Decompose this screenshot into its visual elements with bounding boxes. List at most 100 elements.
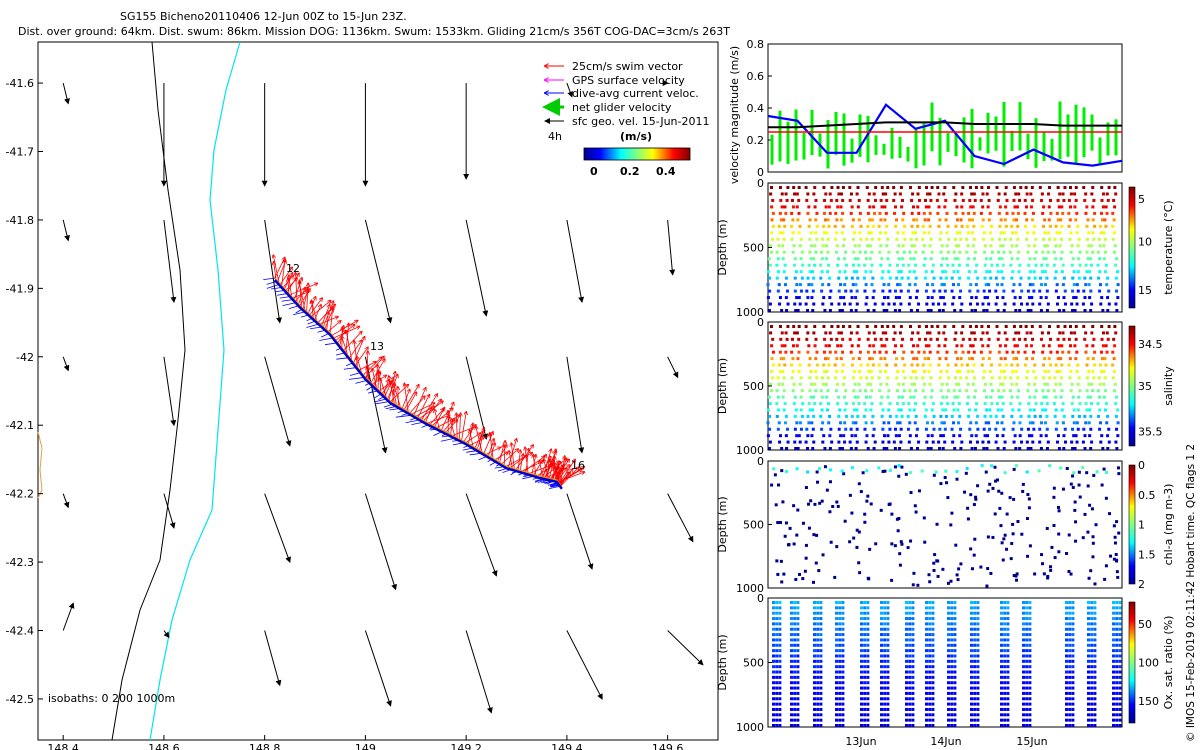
salinity-sample: [858, 369, 862, 373]
salinity-sample: [885, 337, 889, 341]
salinity-sample: [1040, 331, 1044, 335]
oxygen-sample: [1003, 627, 1007, 631]
salinity-sample: [961, 337, 965, 341]
salinity-sample: [971, 344, 975, 348]
salinity-sample: [1058, 331, 1062, 335]
oxygen-sample: [1028, 638, 1032, 642]
temperature-sample: [926, 296, 930, 300]
oxygen-sample: [1000, 638, 1003, 642]
salinity-sample: [809, 395, 813, 399]
oxygen-sample: [1025, 691, 1029, 695]
temperature-sample: [1061, 211, 1065, 215]
salinity-sample: [975, 402, 979, 406]
salinity-sample: [1102, 369, 1106, 373]
swim-vector-arrow: [289, 275, 292, 297]
salinity-sample: [895, 376, 899, 380]
chla-sample: [815, 533, 819, 537]
salinity-sample: [806, 350, 810, 354]
salinity-sample: [879, 357, 883, 361]
oxygen-sample: [775, 702, 779, 706]
oxygen-sample: [835, 675, 838, 679]
oxygen-sample: [1068, 665, 1072, 669]
oxygen-sample: [1022, 675, 1025, 679]
salinity-sample: [1056, 325, 1060, 328]
temperature-sample: [812, 192, 816, 196]
temperature-colorbar: [1128, 186, 1136, 309]
salinity-sample: [873, 350, 877, 354]
chla-sample: [922, 516, 926, 520]
oxygen-sample: [1022, 686, 1025, 690]
oxygen-sample: [866, 617, 870, 621]
salinity-sample: [958, 389, 962, 393]
oxygen-sample: [947, 686, 950, 690]
salinity-sample: [893, 427, 897, 431]
salinity-sample: [1112, 369, 1116, 373]
oxygen-sample: [976, 649, 980, 653]
swim-vector-arrow: [357, 357, 362, 373]
oxygen-sample: [775, 713, 779, 717]
temperature-sample: [901, 263, 905, 267]
temperature-sample: [877, 224, 881, 228]
oxygen-sample: [886, 707, 890, 711]
salinity-sample: [835, 382, 839, 386]
oxygen-sample: [976, 611, 980, 615]
salinity-sample: [955, 357, 959, 361]
oxygen-sample: [911, 606, 915, 610]
oxygen-sample: [1115, 675, 1119, 679]
salinity-sample: [958, 434, 962, 438]
salinity-sample: [892, 337, 896, 341]
temperature-sample: [939, 263, 943, 267]
temperature-sample: [879, 218, 883, 222]
chla-sample: [945, 481, 949, 485]
temperature-sample: [970, 218, 974, 222]
salinity-sample: [944, 357, 948, 361]
oxygen-sample: [886, 601, 890, 604]
temperature-sample: [1049, 198, 1053, 202]
temperature-sample: [1032, 231, 1036, 235]
temperature-sample: [930, 186, 934, 189]
chla-sample: [821, 553, 825, 557]
salinity-sample: [775, 402, 779, 406]
salinity-sample: [1041, 408, 1045, 412]
temperature-sample: [841, 198, 845, 202]
salinity-sample: [901, 357, 905, 361]
temperature-sample: [939, 231, 943, 235]
temperature-sample: [781, 244, 785, 248]
temperature-sample: [973, 257, 977, 261]
temperature-sample: [815, 237, 819, 241]
swim-vector-arrow: [499, 445, 504, 463]
temperature-sample: [885, 198, 889, 202]
chla-sample: [1065, 552, 1069, 556]
oxygen-sample: [970, 707, 973, 711]
temperature-sample: [866, 224, 870, 228]
oxygen-sample: [1071, 675, 1075, 679]
salinity-sample: [1056, 357, 1060, 361]
velocity-y-tick-label: 0: [757, 166, 764, 179]
oxygen-sample: [863, 686, 867, 690]
salinity-sample: [822, 434, 826, 438]
chla-sample: [843, 519, 847, 523]
chla-surface-sample: [772, 467, 776, 471]
chla-sample: [1005, 547, 1009, 551]
oxygen-sample: [772, 606, 775, 610]
oxygen-sample: [1071, 649, 1075, 653]
oxygen-sample: [1071, 617, 1075, 621]
oxygen-sample: [880, 638, 883, 642]
oxygen-sample: [883, 686, 887, 690]
salinity-sample: [1098, 408, 1102, 412]
salinity-sample: [1098, 363, 1102, 367]
oxygen-sample: [1115, 670, 1119, 674]
salinity-sample: [1020, 440, 1024, 444]
temperature-sample: [1012, 283, 1016, 287]
chla-sample: [1021, 482, 1025, 486]
temperature-sample: [1040, 263, 1044, 267]
temperature-sample: [1087, 283, 1091, 287]
salinity-sample: [850, 414, 854, 418]
temperature-sample: [1104, 250, 1108, 254]
salinity-sample: [1062, 434, 1066, 438]
salinity-sample: [928, 350, 932, 354]
chla-sample: [1093, 582, 1097, 586]
oxygen-sample: [1065, 622, 1068, 626]
oxygen-sample: [925, 665, 928, 669]
oxygen-sample: [880, 681, 883, 685]
